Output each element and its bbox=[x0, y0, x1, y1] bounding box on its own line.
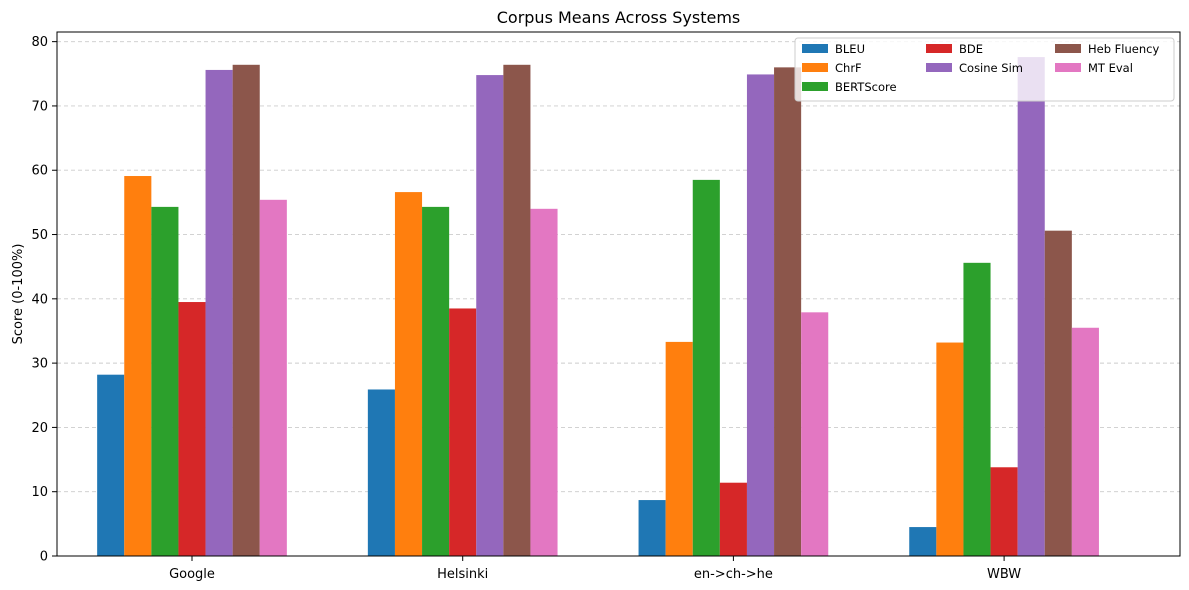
bars bbox=[97, 57, 1099, 557]
bar-bertscore-0 bbox=[151, 206, 179, 556]
bar-mt-eval-1 bbox=[530, 208, 558, 556]
y-tick-label: 70 bbox=[31, 99, 48, 114]
y-axis-label: Score (0-100%) bbox=[11, 244, 26, 345]
bar-chrf-3 bbox=[936, 342, 964, 556]
legend-swatch bbox=[1055, 44, 1081, 53]
bar-bertscore-2 bbox=[692, 179, 720, 556]
legend-swatch bbox=[1055, 63, 1081, 72]
x-tick-label: en->ch->he bbox=[694, 567, 773, 582]
bar-chrf-0 bbox=[124, 176, 152, 556]
y-tick-label: 50 bbox=[31, 228, 48, 243]
bar-cosine-sim-0 bbox=[205, 69, 233, 556]
bar-bde-1 bbox=[449, 308, 477, 556]
bar-heb-fluency-3 bbox=[1044, 230, 1072, 557]
bar-bde-0 bbox=[178, 302, 206, 556]
bar-cosine-sim-1 bbox=[476, 75, 504, 556]
y-tick-label: 10 bbox=[31, 485, 48, 500]
bar-mt-eval-3 bbox=[1071, 327, 1099, 556]
bar-chrf-1 bbox=[394, 192, 423, 556]
y-tick-label: 30 bbox=[31, 357, 48, 372]
bar-mt-eval-0 bbox=[259, 199, 287, 556]
bar-bde-3 bbox=[990, 467, 1018, 556]
bar-bleu-3 bbox=[909, 527, 937, 556]
chart-title: Corpus Means Across Systems bbox=[497, 8, 741, 27]
legend: BLEU ChrF BERTScore BDE Cosine Sim Heb Fluenc… bbox=[794, 37, 1175, 102]
legend-swatch bbox=[926, 44, 952, 53]
plot-frame bbox=[56, 31, 1181, 557]
y-tick-label: 20 bbox=[31, 421, 48, 436]
bar-bertscore-3 bbox=[963, 262, 991, 556]
bar-bleu-1 bbox=[367, 389, 395, 556]
bar-mt-eval-2 bbox=[801, 312, 829, 556]
legend-swatch bbox=[802, 82, 828, 91]
y-tick-label: 80 bbox=[31, 35, 48, 50]
legend-box bbox=[794, 37, 1175, 102]
axes: Google Helsinki en->ch->he WBW 0 10 20 30 40 50 60… bbox=[31, 31, 1181, 582]
bar-bleu-2 bbox=[638, 500, 666, 556]
y-tick-label: 40 bbox=[31, 292, 48, 307]
bar-heb-fluency-0 bbox=[232, 64, 260, 556]
bar-bleu-0 bbox=[97, 374, 125, 556]
bar-bde-2 bbox=[719, 482, 747, 556]
legend-swatch bbox=[802, 44, 828, 53]
legend-entry: BERTScore bbox=[835, 80, 897, 94]
x-tick-label: Helsinki bbox=[437, 567, 488, 582]
legend-entry: MT Eval bbox=[1088, 61, 1133, 75]
bar-heb-fluency-2 bbox=[774, 67, 802, 556]
bar-chrf-2 bbox=[665, 341, 693, 556]
y-tick-label: 60 bbox=[31, 164, 48, 179]
legend-entry: Cosine Sim bbox=[959, 61, 1023, 75]
legend-entry: BDE bbox=[959, 42, 983, 56]
legend-swatch bbox=[802, 63, 828, 72]
bar-cosine-sim-3 bbox=[1017, 57, 1045, 556]
legend-entry: Heb Fluency bbox=[1088, 42, 1159, 56]
bar-bertscore-1 bbox=[422, 206, 450, 556]
x-tick-label: WBW bbox=[987, 567, 1021, 582]
legend-entry: BLEU bbox=[835, 42, 865, 56]
legend-swatch bbox=[926, 63, 952, 72]
bar-heb-fluency-1 bbox=[503, 64, 531, 556]
y-tick-label: 0 bbox=[40, 550, 48, 565]
bar-cosine-sim-2 bbox=[746, 74, 775, 556]
legend-entry: ChrF bbox=[835, 61, 862, 75]
x-tick-label: Google bbox=[169, 567, 215, 582]
